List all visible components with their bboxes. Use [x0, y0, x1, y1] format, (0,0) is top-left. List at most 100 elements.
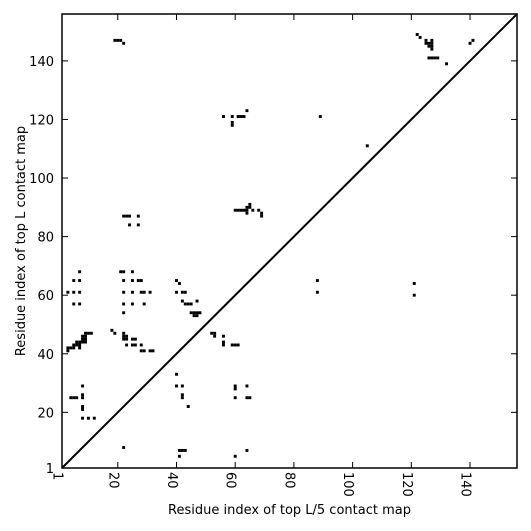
contact-cell [424, 38, 428, 42]
contact-cell [180, 396, 184, 400]
contact-cell [221, 343, 225, 347]
contact-cell [180, 290, 184, 294]
contact-cell [122, 331, 126, 335]
contact-cell [139, 290, 143, 294]
contact-cell [424, 41, 428, 45]
contact-cell [233, 396, 237, 400]
contact-cell [180, 384, 184, 388]
contact-cell [69, 396, 73, 400]
x-tick-label: 60 [223, 472, 238, 489]
contact-cell [233, 454, 237, 458]
contact-cell [195, 299, 199, 303]
contact-cell [89, 331, 93, 335]
contact-cell [230, 115, 234, 118]
contact-cell [119, 38, 123, 42]
contact-cell [125, 337, 129, 341]
contact-cell [245, 396, 249, 400]
contact-cell [122, 270, 126, 274]
contact-cell [151, 349, 155, 353]
contact-cell [72, 290, 76, 294]
contact-cell [221, 115, 225, 118]
y-tick-label: 140 [29, 55, 54, 70]
contact-cell [78, 279, 82, 283]
contact-cell [189, 302, 193, 306]
contact-cell [195, 314, 199, 318]
contact-cell [198, 311, 202, 315]
contact-cell [245, 109, 249, 113]
x-axis-ticks: 1 20 40 60 80 100 120 140 [50, 14, 473, 497]
contact-cell [122, 302, 126, 306]
x-tick-label: 140 [458, 472, 473, 497]
contact-cell [72, 343, 76, 347]
plot-frame [61, 13, 518, 469]
contact-cell [148, 349, 152, 353]
contact-cell [233, 208, 237, 212]
contact-cell [445, 62, 449, 66]
contact-cell [122, 214, 126, 218]
contact-cell [183, 290, 187, 294]
contact-cell [260, 214, 264, 218]
contact-cell [136, 214, 140, 218]
contact-cell [133, 343, 137, 347]
contact-cell [130, 343, 134, 347]
contact-cell [245, 448, 249, 452]
contact-cell [122, 337, 126, 341]
contact-cell [180, 448, 184, 452]
contact-cell [233, 387, 237, 391]
contact-cell [75, 343, 79, 347]
contact-cell [239, 115, 243, 118]
contact-cell [139, 349, 143, 353]
contact-cell [245, 205, 249, 209]
contact-cell [122, 311, 126, 315]
contact-cell [192, 311, 196, 315]
contact-cell [136, 279, 140, 283]
contact-cell [430, 47, 434, 51]
contact-cell [78, 270, 82, 274]
contact-cell [468, 41, 472, 45]
contact-cell [248, 205, 252, 209]
diagonal-line [61, 13, 518, 469]
contact-cell [175, 279, 178, 283]
y-tick-label: 100 [29, 172, 54, 187]
contact-cell [177, 454, 181, 458]
contact-cell [236, 208, 240, 212]
contact-cell [213, 331, 217, 335]
contact-cell [133, 337, 137, 341]
contact-cell [315, 290, 319, 294]
contact-cell [195, 311, 199, 315]
contact-cell [233, 343, 237, 347]
contact-cell [430, 41, 434, 45]
contact-cell [260, 211, 264, 215]
contact-cell [430, 44, 434, 48]
contact-cell [78, 346, 82, 350]
contact-cell [430, 56, 434, 60]
contact-cell [81, 405, 85, 408]
contact-cell [130, 302, 134, 306]
contact-cell [412, 282, 416, 285]
contact-cell [418, 35, 422, 39]
contact-cell [81, 340, 85, 344]
contact-cell [86, 416, 90, 420]
contact-cell [210, 331, 214, 335]
contact-cell [110, 328, 114, 332]
x-axis-label: Residue index of top L/5 contact map [168, 503, 411, 518]
contact-cell [175, 384, 178, 388]
contact-cell [125, 343, 129, 347]
contact-cell [69, 346, 73, 350]
contact-cell [183, 302, 187, 306]
contact-cell [433, 56, 437, 60]
x-tick-label: 20 [105, 472, 120, 489]
contact-cell [92, 416, 96, 420]
contact-cell [148, 290, 152, 294]
contact-cell [84, 334, 87, 338]
contact-cell [245, 208, 249, 212]
contact-cell [125, 334, 129, 338]
contact-cell [86, 331, 90, 335]
x-tick-label: 80 [281, 472, 296, 489]
contact-cell [81, 334, 85, 338]
contact-cell [136, 223, 140, 227]
contact-cell [427, 56, 431, 60]
contact-cell [130, 337, 134, 341]
contact-cell [318, 115, 322, 118]
